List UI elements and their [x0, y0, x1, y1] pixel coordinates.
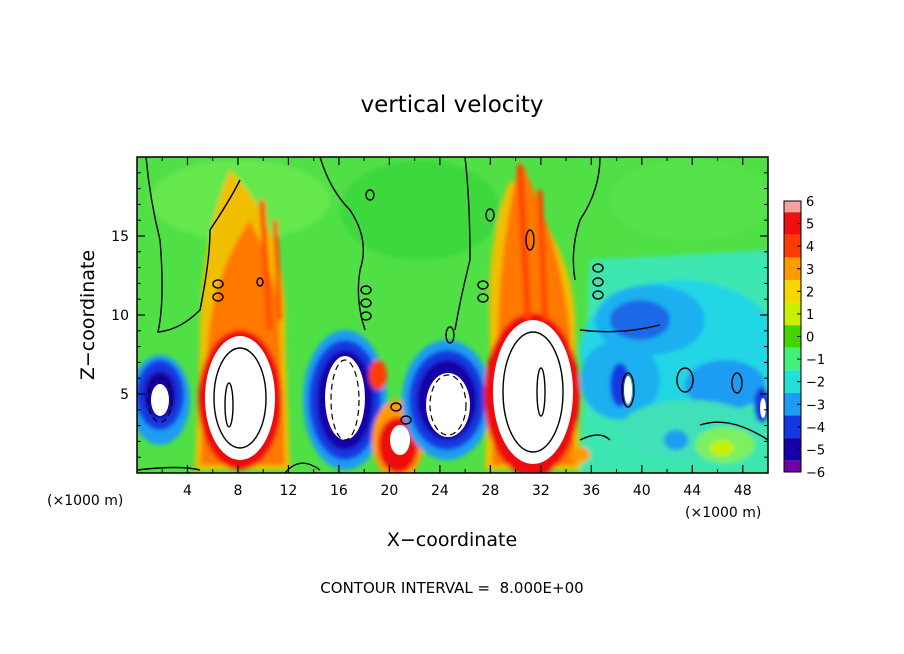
colorbar-swatch	[784, 257, 801, 281]
x-tick-label: 44	[683, 483, 701, 499]
x-tick-label: 48	[734, 483, 752, 499]
colorbar-tick-label: 5	[806, 218, 814, 233]
x-axis: 4 8 12 16 20 24 28 32 36 40 44 48	[161, 157, 752, 499]
x-tick-label: 36	[582, 483, 600, 499]
colorbar-tick-label: −2	[806, 376, 825, 391]
colorbar-tick-label: 3	[806, 263, 814, 278]
colorbar-swatch	[784, 370, 801, 393]
colorbar-swatch	[784, 392, 801, 416]
colorbar: 6 5 4 3 2 1 0 −1 −2 −3 −4 −5 −6	[783, 195, 825, 481]
colorbar-swatch	[784, 415, 801, 439]
colorbar-swatch	[784, 347, 801, 371]
colorbar-tick-label: −5	[806, 443, 825, 458]
y-tick-label: 10	[111, 308, 129, 324]
colorbar-tick-label: −6	[806, 466, 825, 481]
x-tick-label: 40	[633, 483, 651, 499]
colorbar-tick-label: 2	[806, 285, 814, 300]
colorbar-swatch	[784, 325, 801, 348]
colorbar-tick-label: 6	[806, 195, 814, 210]
colorbar-swatch	[784, 234, 801, 258]
colorbar-swatch	[784, 460, 801, 472]
y-tick-label: 5	[120, 387, 129, 403]
x-tick-label: 24	[431, 483, 449, 499]
x-axis-label: X−coordinate	[387, 529, 517, 551]
colorbar-swatch	[784, 438, 801, 461]
y-tick-label: 15	[111, 229, 129, 245]
x-tick-label: 28	[481, 483, 499, 499]
contour-interval-note: CONTOUR INTERVAL = 8.000E+00	[320, 579, 583, 597]
x-tick-label: 16	[330, 483, 348, 499]
colorbar-swatch	[784, 212, 801, 235]
x-tick-label: 32	[532, 483, 550, 499]
x-tick-label: 8	[233, 483, 242, 499]
colorbar-swatch	[784, 201, 801, 213]
colorbar-swatch	[784, 280, 801, 303]
colorbar-swatch	[784, 302, 801, 326]
plot-area	[137, 157, 768, 473]
y-axis-label: Z−coordinate	[77, 250, 99, 380]
colorbar-tick-label: −3	[806, 398, 825, 413]
y-axis: 5 10 15	[111, 172, 768, 458]
x-tick-label: 20	[380, 483, 398, 499]
x-unit-left: (×1000 m)	[47, 493, 123, 509]
x-tick-label: 12	[280, 483, 298, 499]
colorbar-tick-label: −1	[806, 353, 825, 368]
colorbar-tick-label: −4	[806, 421, 825, 436]
colorbar-tick-label: 1	[806, 308, 814, 323]
x-unit-right: (×1000 m)	[685, 505, 761, 521]
colorbar-tick-label: 4	[806, 240, 814, 255]
x-tick-label: 4	[183, 483, 192, 499]
colorbar-tick-label: 0	[806, 331, 814, 346]
chart-title: vertical velocity	[361, 92, 544, 118]
